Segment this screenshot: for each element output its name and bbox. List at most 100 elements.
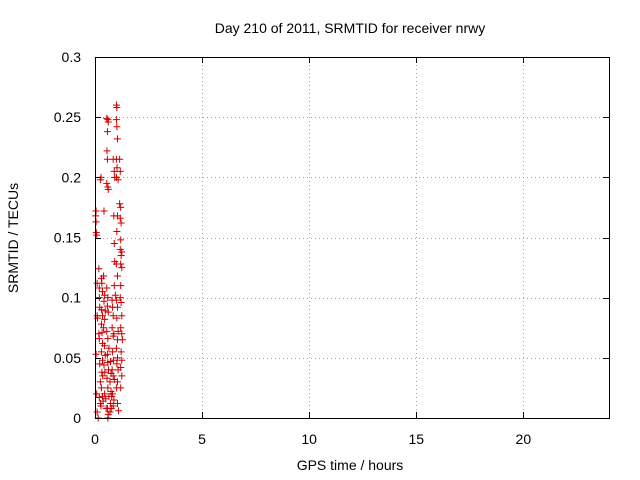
data-point: [111, 291, 119, 299]
data-point: [110, 282, 118, 290]
data-point: [100, 361, 108, 369]
data-point: [103, 147, 111, 155]
data-point: [103, 350, 111, 358]
data-point: [99, 372, 107, 380]
chart-title: Day 210 of 2011, SRMTID for receiver nrw…: [215, 20, 486, 36]
data-point: [101, 368, 109, 376]
data-point: [103, 327, 111, 335]
axis-ticks: [95, 57, 609, 419]
y-tick-label: 0: [73, 410, 81, 426]
data-point: [113, 360, 121, 368]
data-point: [103, 302, 111, 310]
data-point: [93, 390, 101, 398]
data-point: [100, 297, 108, 305]
data-point: [95, 294, 103, 302]
data-point: [117, 324, 125, 332]
data-point: [110, 330, 118, 338]
data-point: [117, 298, 125, 306]
data-point: [113, 272, 121, 280]
data-point: [117, 203, 125, 211]
data-point: [116, 167, 124, 175]
data-point: [104, 335, 112, 343]
data-point: [98, 279, 106, 287]
data-point: [117, 384, 125, 392]
data-point: [109, 402, 117, 410]
data-point: [103, 179, 111, 187]
data-point: [113, 314, 121, 322]
data-point: [103, 128, 111, 136]
data-point: [106, 378, 114, 386]
data-point: [109, 348, 117, 356]
data-point: [118, 372, 126, 380]
data-point: [103, 114, 111, 122]
data-point: [100, 324, 108, 332]
y-tick-label: 0.1: [62, 290, 82, 306]
data-point: [109, 356, 117, 364]
data-point: [103, 374, 111, 382]
data-point: [113, 104, 121, 112]
data-point: [113, 227, 121, 235]
data-point: [98, 356, 106, 364]
data-point: [116, 155, 124, 163]
data-point: [97, 402, 105, 410]
data-point: [101, 307, 109, 315]
data-point: [113, 164, 121, 172]
data-point: [97, 306, 105, 314]
data-point: [109, 312, 117, 320]
data-point: [112, 344, 120, 352]
data-point: [97, 384, 105, 392]
data-point: [104, 118, 112, 126]
data-point: [117, 348, 125, 356]
data-point: [117, 219, 125, 227]
data-point: [113, 378, 121, 386]
data-point: [96, 360, 104, 368]
y-tick-label: 0.15: [54, 230, 81, 246]
x-tick-label: 15: [408, 431, 424, 447]
data-point: [116, 294, 124, 302]
data-point: [113, 303, 121, 311]
y-tick-labels: 0 0.05 0.1 0.15 0.2 0.25 0.3: [54, 49, 81, 426]
data-point: [118, 312, 126, 320]
data-point: [97, 348, 105, 356]
data-point: [98, 288, 106, 296]
data-point: [92, 207, 100, 215]
data-point: [95, 335, 103, 343]
data-point: [100, 342, 108, 350]
x-tick-label: 10: [301, 431, 317, 447]
data-points: [92, 101, 126, 422]
data-point: [101, 315, 109, 323]
data-point: [104, 294, 112, 302]
data-point: [118, 248, 126, 256]
data-point: [112, 116, 120, 124]
data-point: [109, 390, 117, 398]
data-point: [97, 320, 105, 328]
data-point: [106, 408, 114, 416]
data-point: [118, 336, 126, 344]
data-point: [113, 400, 121, 408]
data-point: [114, 176, 122, 184]
y-tick-label: 0.25: [54, 109, 81, 125]
data-point: [118, 356, 126, 364]
data-point: [100, 272, 108, 280]
y-tick-label: 0.3: [62, 49, 82, 65]
x-tick-label: 0: [91, 431, 99, 447]
data-point: [93, 231, 101, 239]
data-point: [106, 357, 114, 365]
data-point: [114, 327, 122, 335]
data-point: [110, 167, 118, 175]
data-point: [95, 265, 103, 273]
data-point: [109, 372, 117, 380]
data-point: [113, 354, 121, 362]
data-point: [113, 123, 121, 131]
data-point: [98, 329, 106, 337]
data-point: [101, 390, 109, 398]
data-point: [96, 378, 104, 386]
data-point: [108, 366, 116, 374]
data-point: [98, 312, 106, 320]
data-point: [117, 363, 125, 371]
data-point: [117, 236, 125, 244]
grid-lines: [95, 57, 609, 418]
data-point: [103, 284, 111, 292]
data-point: [95, 394, 103, 402]
